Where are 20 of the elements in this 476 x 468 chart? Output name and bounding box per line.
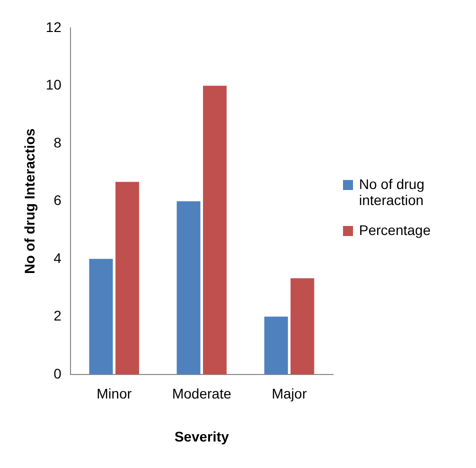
y-tick-label: 10 (46, 76, 62, 93)
x-tick-label: Minor (96, 386, 132, 402)
y-tick-label: 0 (54, 365, 62, 382)
bar (89, 258, 113, 374)
y-axis-title: No of drug Interactios (21, 128, 38, 274)
x-axis-title: Severity (174, 428, 230, 444)
y-tick-label: 12 (46, 18, 62, 35)
x-tick-label: Major (272, 386, 308, 402)
y-tick-label: 2 (54, 308, 62, 324)
y-tick-label: 6 (54, 192, 62, 208)
bar (203, 86, 227, 374)
bar (290, 278, 314, 374)
bar (264, 316, 288, 374)
legend-label: Percentage (359, 222, 431, 238)
legend-label: No of drug interaction (359, 176, 426, 208)
bar (176, 201, 200, 374)
bar (115, 182, 140, 374)
y-tick-label: 4 (54, 250, 62, 266)
y-tick-label: 8 (54, 134, 62, 150)
x-tick-label: Moderate (172, 386, 232, 402)
